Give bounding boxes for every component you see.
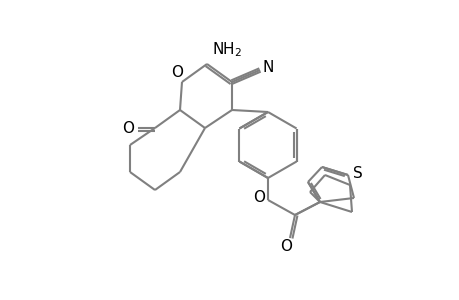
Text: O: O: [252, 190, 264, 206]
Text: N: N: [262, 59, 273, 74]
Text: O: O: [171, 64, 183, 80]
Text: O: O: [280, 239, 291, 254]
Text: NH$_2$: NH$_2$: [212, 41, 241, 59]
Text: S: S: [353, 166, 362, 181]
Text: O: O: [122, 121, 134, 136]
